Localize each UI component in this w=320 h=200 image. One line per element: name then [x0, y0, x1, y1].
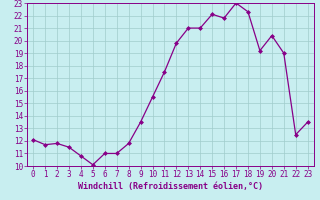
- X-axis label: Windchill (Refroidissement éolien,°C): Windchill (Refroidissement éolien,°C): [78, 182, 263, 191]
